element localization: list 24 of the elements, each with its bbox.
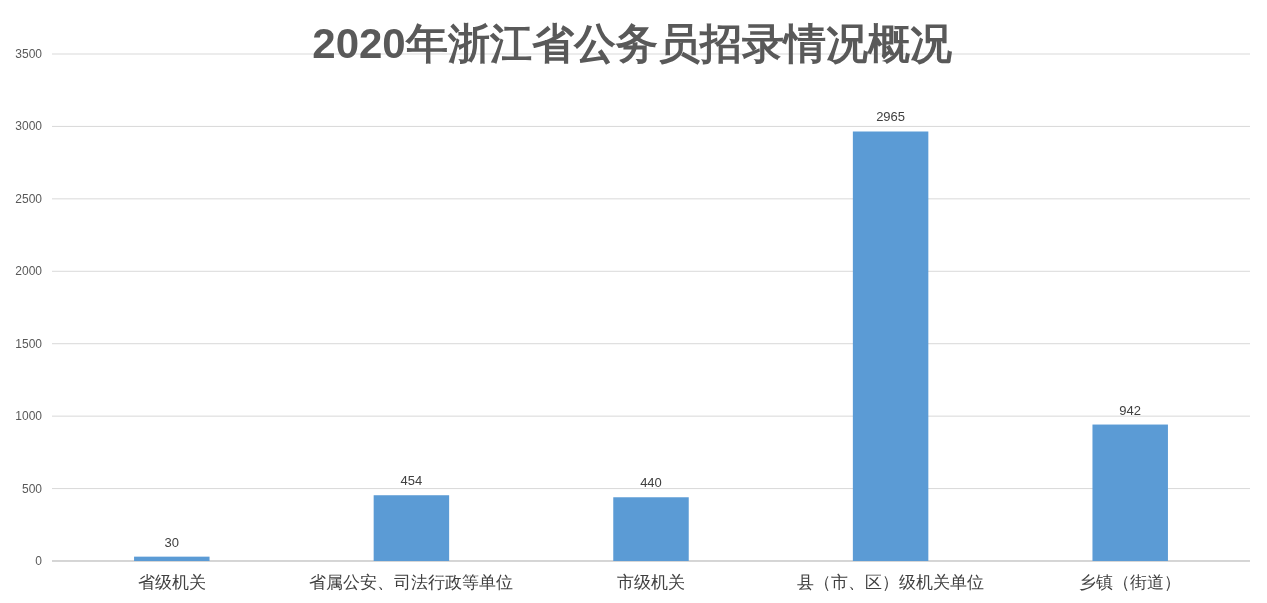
bar — [373, 495, 450, 561]
chart-title: 2020年浙江省公务员招录情况概况 — [312, 20, 952, 67]
y-tick-label: 3500 — [15, 47, 43, 61]
x-tick-label: 市级机关 — [617, 573, 685, 592]
y-tick-label: 2000 — [15, 264, 43, 279]
data-label: 942 — [1119, 402, 1142, 418]
y-tick-label: 0 — [35, 554, 43, 568]
y-tick-label: 500 — [21, 481, 43, 496]
bar — [852, 131, 929, 561]
x-tick-label: 省级机关 — [137, 573, 206, 592]
data-label: 440 — [640, 475, 662, 491]
data-label: 2965 — [876, 109, 906, 125]
y-tick-label: 3000 — [15, 119, 43, 134]
bar — [134, 556, 210, 561]
x-tick-label: 乡镇（街道） — [1079, 573, 1182, 592]
y-tick-label: 2500 — [15, 191, 43, 206]
x-tick-label: 县（市、区）级机关单位 — [797, 573, 985, 592]
data-label: 30 — [164, 534, 180, 550]
bar — [613, 497, 689, 561]
data-label: 454 — [400, 473, 423, 489]
y-tick-label: 1000 — [15, 409, 43, 424]
bar — [1092, 424, 1168, 561]
y-tick-label: 1500 — [15, 336, 43, 351]
x-tick-label: 省属公安、司法行政等单位 — [309, 573, 514, 592]
